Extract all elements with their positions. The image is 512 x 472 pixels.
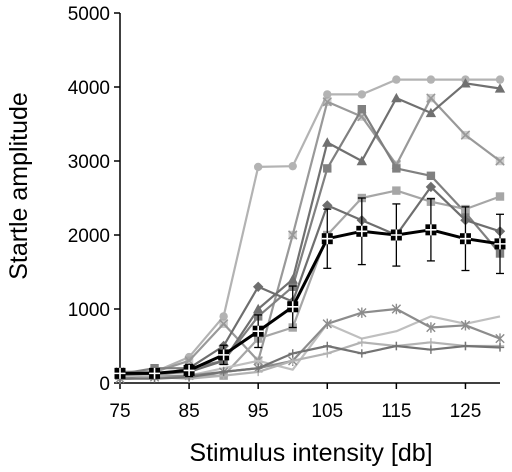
y-axis-title: Startle amplitude — [5, 92, 33, 280]
data-point — [322, 200, 333, 211]
data-point — [357, 90, 367, 99]
data-point — [323, 341, 332, 351]
data-point — [495, 75, 505, 84]
data-point — [390, 229, 402, 241]
data-point — [288, 349, 297, 358]
data-point — [287, 301, 299, 313]
series-line — [120, 344, 501, 380]
data-point — [425, 224, 437, 236]
y-tick-label: 0 — [99, 374, 110, 395]
data-point — [322, 318, 332, 329]
data-point — [218, 349, 230, 361]
x-tick-label: 95 — [248, 401, 269, 422]
x-tick-label: 105 — [311, 401, 343, 422]
data-point — [323, 90, 332, 99]
series-line — [120, 78, 500, 373]
data-point — [253, 162, 263, 172]
data-point — [426, 171, 436, 180]
data-point — [219, 367, 228, 377]
data-point — [149, 367, 161, 379]
data-point — [426, 75, 436, 84]
data-point — [219, 312, 228, 321]
axes — [114, 12, 500, 389]
data-point — [459, 233, 471, 245]
data-point — [460, 130, 471, 140]
series-11 — [114, 197, 506, 379]
data-point — [184, 356, 194, 366]
series-line — [119, 108, 501, 376]
data-point — [494, 83, 506, 93]
data-point — [252, 281, 264, 292]
x-tick-label: 115 — [381, 401, 411, 422]
data-point — [252, 325, 264, 337]
data-point — [323, 349, 332, 358]
data-point — [392, 75, 401, 84]
x-tick-label: 75 — [109, 401, 130, 422]
data-point — [322, 97, 333, 107]
y-tick-label: 2000 — [68, 226, 110, 247]
data-point — [357, 307, 367, 318]
data-point — [114, 367, 126, 379]
data-point — [426, 338, 436, 347]
data-point — [322, 137, 333, 147]
data-point — [495, 192, 505, 201]
series-layer — [114, 75, 506, 384]
data-point — [460, 78, 471, 88]
data-point — [461, 341, 470, 351]
data-point — [356, 155, 368, 166]
data-point — [357, 349, 367, 358]
data-point — [392, 164, 401, 173]
data-point — [357, 338, 367, 347]
data-point — [460, 320, 471, 331]
data-point — [425, 181, 437, 193]
data-point — [253, 364, 263, 373]
data-point — [392, 341, 401, 351]
series-line — [120, 228, 501, 375]
data-point — [252, 303, 264, 314]
y-tick-label: 5000 — [68, 4, 110, 25]
data-point — [391, 303, 402, 315]
data-point — [426, 345, 436, 354]
data-point — [392, 186, 401, 195]
data-point — [287, 230, 298, 240]
data-point — [323, 164, 332, 173]
data-point — [426, 93, 436, 103]
series-line — [120, 96, 501, 373]
data-point — [494, 238, 506, 250]
data-point — [288, 161, 297, 171]
data-point — [425, 107, 437, 118]
data-point — [495, 156, 505, 166]
series-line — [119, 307, 501, 380]
y-tick-label: 1000 — [68, 300, 110, 321]
data-point — [495, 343, 505, 352]
y-tick-label: 4000 — [68, 78, 110, 99]
x-tick-label: 125 — [450, 401, 482, 422]
data-point — [321, 233, 333, 245]
x-tick-label: 85 — [179, 401, 200, 422]
data-point — [426, 322, 436, 333]
x-axis-title: Stimulus intensity [db] — [189, 439, 432, 467]
data-point — [183, 364, 195, 376]
data-point — [288, 356, 297, 365]
tick-labels: 0 1000 2000 3000 4000 5000 75 85 95 105 115 125 — [68, 4, 482, 422]
series-3 — [115, 105, 505, 379]
data-point — [287, 274, 298, 284]
data-point — [391, 92, 402, 103]
data-point — [356, 225, 368, 237]
y-tick-label: 3000 — [68, 152, 110, 173]
data-point — [357, 105, 367, 114]
data-point — [218, 319, 229, 329]
